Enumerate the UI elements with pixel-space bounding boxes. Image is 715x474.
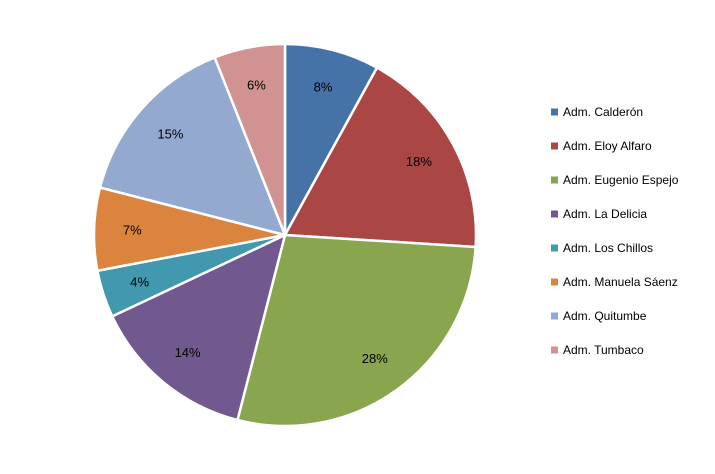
legend-label: Adm. Calderón: [563, 105, 643, 119]
slice-label-adm-la-delicia: 14%: [175, 345, 201, 360]
legend-label: Adm. Manuela Sáenz: [563, 275, 678, 289]
legend-item-adm-manuela-saenz: Adm. Manuela Sáenz: [551, 275, 678, 289]
slice-label-adm-tumbaco: 6%: [247, 77, 266, 92]
slice-label-adm-los-chillos: 4%: [130, 275, 149, 290]
legend-swatch: [551, 278, 558, 286]
legend-item-adm-la-delicia: Adm. La Delicia: [551, 207, 647, 221]
legend-item-adm-los-chillos: Adm. Los Chillos: [551, 241, 653, 255]
pie-slices: [92, 42, 478, 428]
legend-item-adm-quitumbe: Adm. Quitumbe: [551, 309, 647, 323]
legend: Adm. Calderón Adm. Eloy Alfaro Adm. Eugeni…: [551, 105, 679, 357]
legend-item-adm-eloy-alfaro: Adm. Eloy Alfaro: [551, 139, 652, 153]
pie-slice-adm-calderon: [283, 42, 379, 237]
pie-slice-adm-tumbaco: [213, 42, 287, 237]
legend-label: Adm. Los Chillos: [563, 241, 653, 255]
legend-swatch: [551, 244, 558, 252]
legend-swatch: [551, 108, 558, 116]
legend-item-adm-tumbaco: Adm. Tumbaco: [551, 343, 644, 357]
pie-slice-adm-quitumbe: [98, 56, 287, 237]
legend-label: Adm. Tumbaco: [563, 343, 644, 357]
legend-label: Adm. La Delicia: [563, 207, 647, 221]
slice-label-adm-eloy-alfaro: 18%: [406, 154, 432, 169]
legend-swatch: [551, 346, 558, 354]
pie-slice-adm-eloy-alfaro: [283, 66, 478, 249]
legend-swatch: [551, 210, 558, 218]
slice-label-adm-quitumbe: 15%: [157, 126, 183, 141]
legend-label: Adm. Quitumbe: [563, 309, 647, 323]
slice-label-adm-manuela-saenz: 7%: [123, 223, 142, 238]
legend-label: Adm. Eloy Alfaro: [563, 139, 652, 153]
slice-label-adm-calderon: 8%: [314, 80, 333, 95]
legend-label: Adm. Eugenio Espejo: [563, 173, 679, 187]
pie-slice-labels: 8% 18% 28% 14% 4% 7% 15% 6%: [123, 77, 432, 366]
legend-swatch: [551, 142, 558, 150]
pie-slice-adm-eugenio-espejo: [236, 233, 477, 428]
slice-label-adm-eugenio-espejo: 28%: [362, 351, 388, 366]
pie-slice-adm-la-delicia: [110, 233, 287, 422]
legend-swatch: [551, 312, 558, 320]
legend-swatch: [551, 176, 558, 184]
legend-item-adm-calderon: Adm. Calderón: [551, 105, 643, 119]
legend-item-adm-eugenio-espejo: Adm. Eugenio Espejo: [551, 173, 679, 187]
